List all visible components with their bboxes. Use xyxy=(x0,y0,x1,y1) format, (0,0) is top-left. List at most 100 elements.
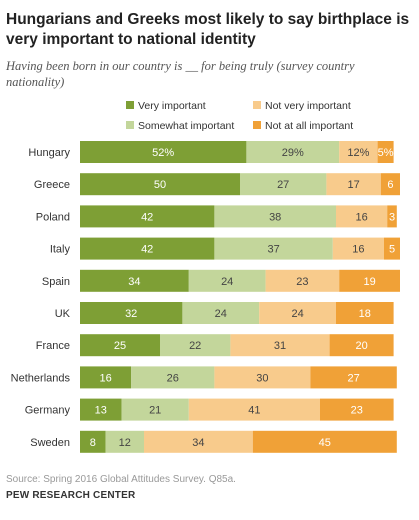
value-label: 12 xyxy=(119,437,131,449)
bar-segment-not-very-important xyxy=(336,205,388,228)
value-label: 19 xyxy=(363,276,375,288)
category-label: Netherlands xyxy=(11,372,71,384)
category-label: Poland xyxy=(36,211,70,223)
bar-segment-not-at-all-important xyxy=(320,398,394,421)
bar-segment-not-at-all-important xyxy=(252,430,397,453)
value-label: 26 xyxy=(167,372,179,384)
value-label: 29% xyxy=(282,147,304,159)
category-label: Sweden xyxy=(30,437,70,449)
chart-title: Hungarians and Greeks most likely to say… xyxy=(6,11,410,48)
value-label: 32 xyxy=(125,308,137,320)
bar-segment-not-at-all-important xyxy=(377,141,394,163)
value-label: 13 xyxy=(95,405,107,417)
bar-segment-very-important xyxy=(80,366,132,389)
bar-row-uk: UK 32 24 24 18 xyxy=(55,302,394,324)
bar-segment-not-very-important xyxy=(214,366,311,389)
value-label: 30 xyxy=(256,372,268,384)
bar-segment-somewhat-important xyxy=(105,430,144,453)
bar-segment-somewhat-important xyxy=(246,141,340,163)
value-label: 16 xyxy=(355,211,367,223)
bar-segment-not-very-important xyxy=(339,141,378,163)
category-label: Italy xyxy=(50,244,71,256)
bar-segment-somewhat-important xyxy=(214,205,336,228)
value-label: 3 xyxy=(389,211,395,223)
bar-row-germany: Germany 13 21 41 23 xyxy=(25,398,394,421)
bar-segment-somewhat-important xyxy=(131,366,215,389)
bar-row-france: France 25 22 31 20 xyxy=(36,334,394,357)
value-label: 37 xyxy=(267,244,279,256)
value-label: 25 xyxy=(114,340,126,352)
value-label: 17 xyxy=(347,179,359,191)
bar-segment-not-very-important xyxy=(332,237,384,260)
value-label: 42 xyxy=(141,244,153,256)
value-label: 45 xyxy=(319,437,331,449)
value-label: 6 xyxy=(387,179,393,191)
category-label: Germany xyxy=(25,405,71,417)
bar-segment-not-at-all-important xyxy=(339,269,400,292)
bar-segment-not-very-important xyxy=(144,430,253,453)
bar-segment-very-important xyxy=(80,334,160,357)
value-label: 5 xyxy=(389,244,395,256)
bar-segment-not-very-important xyxy=(326,173,381,196)
value-label: 24 xyxy=(291,308,303,320)
value-label: 24 xyxy=(221,276,233,288)
bar-segment-somewhat-important xyxy=(240,173,327,196)
value-label: 34 xyxy=(192,437,204,449)
bar-row-poland: Poland 42 38 16 3 xyxy=(36,205,397,228)
bar-segment-not-very-important xyxy=(230,334,330,357)
bar-segment-very-important xyxy=(80,302,183,324)
bar-segment-somewhat-important xyxy=(121,398,189,421)
category-label: Spain xyxy=(42,276,70,288)
value-label: 21 xyxy=(149,405,161,417)
value-label: 5% xyxy=(378,147,394,159)
bar-segment-not-at-all-important xyxy=(329,334,394,357)
value-label: 16 xyxy=(352,244,364,256)
bar-segment-somewhat-important xyxy=(182,302,260,324)
bar-segment-somewhat-important xyxy=(188,269,266,292)
bar-row-hungary: Hungary 52% 29% 12% 5% xyxy=(28,141,394,163)
bar-segment-not-at-all-important xyxy=(384,237,400,260)
value-label: 18 xyxy=(359,308,371,320)
bar-segment-not-very-important xyxy=(188,398,320,421)
stacked-bar-chart: Hungary 52% 29% 12% 5% Greece 50 27 17 6 Poland 42 3… xyxy=(11,141,400,453)
value-label: 22 xyxy=(189,340,201,352)
value-label: 34 xyxy=(128,276,140,288)
bar-segment-somewhat-important xyxy=(214,237,333,260)
bar-row-netherlands: Netherlands 16 26 30 27 xyxy=(11,366,397,389)
value-label: 20 xyxy=(355,340,367,352)
value-label: 38 xyxy=(269,211,281,223)
value-label: 27 xyxy=(347,372,359,384)
category-label: UK xyxy=(55,308,71,320)
bar-row-greece: Greece 50 27 17 6 xyxy=(34,173,400,196)
bar-segment-very-important xyxy=(80,173,240,196)
bar-row-italy: Italy 42 37 16 5 xyxy=(50,237,400,260)
value-label: 31 xyxy=(274,340,286,352)
bar-segment-very-important xyxy=(80,430,106,453)
value-label: 52% xyxy=(152,147,174,159)
bar-segment-very-important xyxy=(80,269,189,292)
value-label: 41 xyxy=(248,405,260,417)
bar-segment-not-at-all-important xyxy=(310,366,397,389)
value-label: 23 xyxy=(296,276,308,288)
category-label: Greece xyxy=(34,179,70,191)
bar-segment-not-at-all-important xyxy=(387,205,397,228)
bar-segment-very-important xyxy=(80,141,247,163)
bar-segment-not-very-important xyxy=(265,269,340,292)
bar-row-spain: Spain 34 24 23 19 xyxy=(42,269,400,292)
bar-segment-very-important xyxy=(80,205,215,228)
chart-subtitle: Having been born in our country is __ fo… xyxy=(6,59,355,89)
source-note: Source: Spring 2016 Global Attitudes Sur… xyxy=(6,474,236,485)
bar-segment-somewhat-important xyxy=(160,334,231,357)
value-label: 8 xyxy=(90,437,96,449)
value-label: 12% xyxy=(347,147,369,159)
category-label: Hungary xyxy=(28,147,70,159)
value-label: 42 xyxy=(141,211,153,223)
bar-segment-very-important xyxy=(80,237,215,260)
value-label: 16 xyxy=(99,372,111,384)
org-credit: PEW RESEARCH CENTER xyxy=(6,490,136,501)
category-label: France xyxy=(36,340,70,352)
bar-segment-not-at-all-important xyxy=(336,302,394,324)
value-label: 24 xyxy=(215,308,227,320)
value-label: 27 xyxy=(277,179,289,191)
bar-segment-not-at-all-important xyxy=(380,173,400,196)
